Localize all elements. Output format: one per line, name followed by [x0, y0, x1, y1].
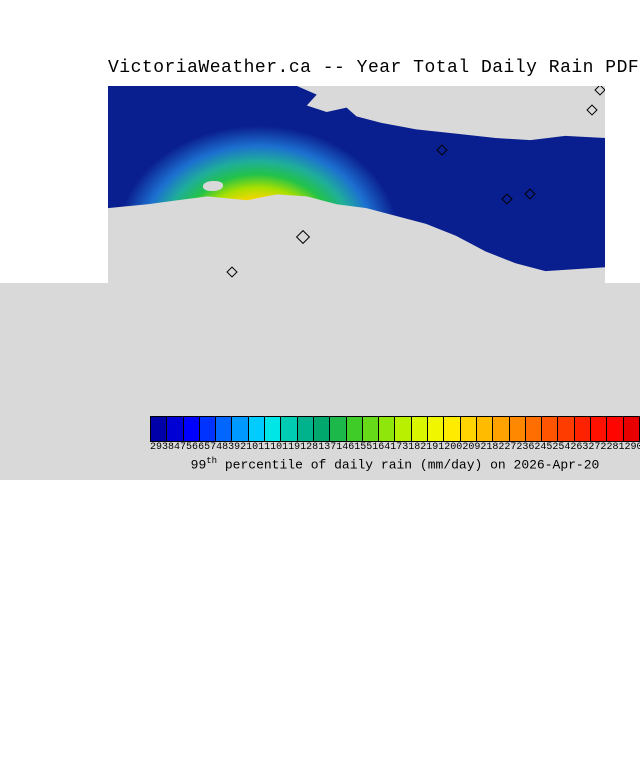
colorbar-segment-0: [151, 417, 167, 441]
colorbar-tick-28: 281: [606, 443, 624, 453]
small-island: [203, 181, 223, 191]
colorbar-tick-1: 38: [162, 443, 174, 453]
colorbar-segment-7: [265, 417, 281, 441]
colorbar-segment-5: [232, 417, 248, 441]
colorbar-segment-28: [607, 417, 623, 441]
colorbar-segment-18: [444, 417, 460, 441]
colorbar-segment-9: [298, 417, 314, 441]
colorbar-tick-13: 146: [336, 443, 354, 453]
colorbar-tick-15: 164: [372, 443, 390, 453]
colorbar-tick-16: 173: [390, 443, 408, 453]
colorbar-segment-20: [477, 417, 493, 441]
colorbar-tick-4: 65: [198, 443, 210, 453]
coastline-inlet: [60, 566, 410, 763]
colorbar-tick-22: 227: [498, 443, 516, 453]
colorbar-segment-26: [575, 417, 591, 441]
colorbar-segment-16: [412, 417, 428, 441]
colorbar-tick-5: 74: [210, 443, 222, 453]
colorbar-segment-6: [249, 417, 265, 441]
colorbar-tick-25: 254: [552, 443, 570, 453]
colorbar-tick-7: 92: [234, 443, 246, 453]
colorbar-tick-9: 110: [264, 443, 282, 453]
colorbar-tick-29: 290: [624, 443, 640, 453]
colorbar-segment-21: [493, 417, 509, 441]
colorbar-segment-27: [591, 417, 607, 441]
colorbar-tick-2: 47: [174, 443, 186, 453]
colorbar-tick-26: 263: [570, 443, 588, 453]
colorbar-tick-18: 191: [426, 443, 444, 453]
colorbar-segment-15: [395, 417, 411, 441]
colorbar-tick-23: 236: [516, 443, 534, 453]
colorbar-segment-11: [330, 417, 346, 441]
colorbar-segment-10: [314, 417, 330, 441]
colorbar-tick-17: 182: [408, 443, 426, 453]
colorbar-tick-3: 56: [186, 443, 198, 453]
colorbar-tick-11: 128: [300, 443, 318, 453]
colorbar-segment-22: [510, 417, 526, 441]
colorbar-segment-14: [379, 417, 395, 441]
colorbar-tick-0: 29: [150, 443, 162, 453]
colorbar-segment-17: [428, 417, 444, 441]
colorbar-segment-13: [363, 417, 379, 441]
page-title: VictoriaWeather.ca -- Year Total Daily R…: [108, 58, 639, 78]
colorbar-segment-19: [461, 417, 477, 441]
colorbar-tick-20: 209: [462, 443, 480, 453]
colorbar-segment-2: [184, 417, 200, 441]
colorbar-tick-27: 272: [588, 443, 606, 453]
colorbar-segment-3: [200, 417, 216, 441]
colorbar-segment-1: [167, 417, 183, 441]
colorbar-segment-29: [624, 417, 639, 441]
colorbar-segment-8: [281, 417, 297, 441]
colorbar-tick-14: 155: [354, 443, 372, 453]
colorbar-tick-21: 218: [480, 443, 498, 453]
colorbar-legend: 29 38 47 56 65 74 83 92 101 110 119 128 137 146 155 164…: [150, 416, 640, 453]
colorbar-segment-23: [526, 417, 542, 441]
colorbar-segment-25: [558, 417, 574, 441]
colorbar-tick-8: 101: [246, 443, 264, 453]
colorbar-tick-6: 83: [222, 443, 234, 453]
colorbar-tick-12: 137: [318, 443, 336, 453]
rain-pdf-heatmap: [108, 86, 605, 283]
colorbar-tick-10: 119: [282, 443, 300, 453]
colorbar-segment-24: [542, 417, 558, 441]
colorbar-segment-12: [347, 417, 363, 441]
colorbar-tick-labels: 29 38 47 56 65 74 83 92 101 110 119 128 137 146 155 164…: [150, 443, 640, 453]
colorbar-subtitle: 99th percentile of daily rain (mm/day) o…: [150, 456, 640, 472]
colorbar-gradient: [150, 416, 640, 442]
colorbar-segment-4: [216, 417, 232, 441]
colorbar-tick-24: 245: [534, 443, 552, 453]
colorbar-tick-19: 200: [444, 443, 462, 453]
